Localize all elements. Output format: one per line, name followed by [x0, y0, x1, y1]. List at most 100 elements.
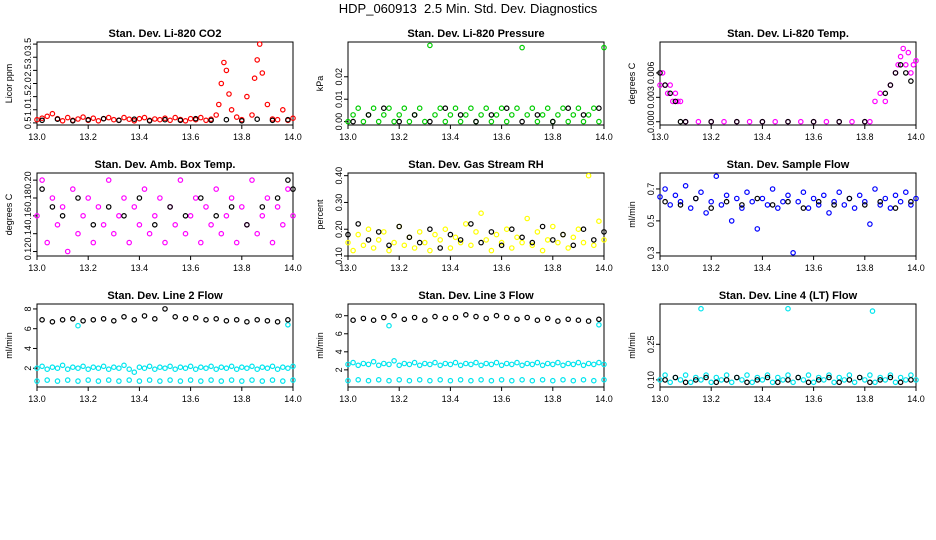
y-tick-label: 4 [23, 346, 33, 351]
y-tick-label: 0.01 [334, 90, 344, 108]
x-tick-label: 14.0 [284, 394, 302, 404]
data-point [764, 202, 771, 208]
plot-frame [659, 303, 917, 388]
data-point [764, 372, 771, 378]
data-point [514, 105, 520, 112]
data-point [575, 359, 582, 366]
data-point [723, 192, 730, 199]
data-point [580, 226, 587, 233]
data-point [355, 376, 362, 383]
data-point [285, 365, 291, 372]
y-tick-label: 0.5 [23, 117, 33, 130]
data-point [877, 374, 884, 381]
x-tick-label: 13.6 [493, 263, 511, 273]
x-tick-label: 13.0 [651, 132, 669, 142]
data-point [667, 379, 674, 386]
data-point [836, 379, 843, 386]
data-point [90, 364, 97, 371]
data-point [386, 377, 392, 384]
data-point [698, 377, 704, 383]
data-point [596, 359, 602, 366]
data-point [805, 379, 812, 386]
data-point [167, 363, 173, 370]
data-point [508, 112, 515, 118]
series-1 [345, 321, 607, 384]
data-point [908, 78, 914, 84]
data-point [44, 239, 51, 246]
data-point [49, 318, 56, 325]
data-point [447, 112, 454, 118]
data-point [754, 374, 761, 381]
x-tick-label: 13.0 [28, 394, 46, 404]
data-point [223, 67, 230, 74]
data-point [488, 377, 495, 384]
data-point [152, 222, 158, 228]
data-point [213, 186, 220, 192]
y-tick-label: 3.5 [23, 38, 33, 51]
data-point [177, 364, 184, 371]
data-point [264, 365, 271, 372]
data-point [401, 360, 408, 367]
data-point [708, 379, 715, 386]
data-point [713, 173, 720, 180]
data-point [44, 113, 51, 120]
data-point [519, 234, 525, 241]
data-point [759, 195, 766, 202]
data-point [437, 237, 444, 243]
y-tick-label: 0.30 [334, 194, 344, 212]
data-point [187, 115, 194, 122]
data-point [826, 372, 832, 378]
data-point [774, 379, 781, 386]
data-point [239, 204, 245, 210]
data-point [228, 204, 235, 210]
data-point [695, 118, 702, 125]
data-point [764, 374, 771, 381]
data-point [355, 362, 362, 369]
data-point [380, 314, 387, 321]
data-point [718, 377, 725, 383]
data-point [365, 112, 372, 118]
data-point [228, 377, 235, 383]
data-point [805, 372, 812, 378]
plot-frame [659, 172, 917, 257]
data-point [406, 234, 413, 241]
x-tick-label: 13.8 [544, 394, 562, 404]
data-point [810, 195, 817, 202]
y-tick-label: 0.40 [334, 167, 344, 185]
data-point [549, 237, 556, 243]
data-point [902, 62, 909, 68]
data-point [601, 237, 607, 243]
data-point [437, 362, 444, 369]
data-point [493, 312, 500, 319]
data-point [575, 317, 582, 324]
data-point [519, 362, 525, 369]
data-point [601, 44, 607, 51]
data-point [365, 226, 372, 233]
data-point [221, 59, 227, 66]
data-point [105, 114, 112, 121]
x-tick-label: 13.6 [182, 394, 200, 404]
data-point [785, 118, 791, 125]
data-point [534, 317, 541, 324]
data-point [675, 98, 681, 105]
data-point [503, 118, 510, 125]
data-point [274, 366, 281, 373]
data-point [432, 313, 438, 320]
data-point [44, 366, 51, 373]
data-point [836, 374, 843, 381]
x-tick-label: 13.6 [182, 132, 200, 142]
x-tick-label: 13.2 [702, 132, 720, 142]
panel-6: Stan. Dev. Sample Flow 13.0 13.2 13.4 13.6 13… [627, 159, 925, 273]
data-point [539, 362, 546, 369]
data-point [457, 112, 464, 118]
x-tick-label: 13.0 [339, 263, 357, 273]
data-point [662, 186, 668, 192]
panel-5: Stan. Dev. Gas Stream RH 13.0 13.2 13.4 13.6… [315, 159, 613, 273]
y-tick-label: 0.00 [334, 113, 344, 131]
data-point [75, 378, 81, 384]
series-1 [657, 45, 919, 125]
data-point [897, 374, 904, 381]
data-point [473, 118, 479, 125]
data-point [416, 376, 423, 383]
series-2 [657, 62, 914, 125]
